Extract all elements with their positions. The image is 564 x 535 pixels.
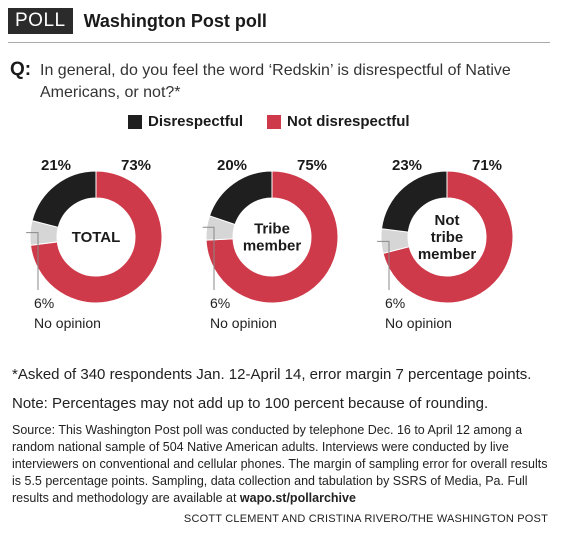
label-no-opinion-pct: 6% [34,295,54,311]
label-no-opinion-text: No opinion [385,315,452,331]
leader-no-opinion [202,226,215,290]
source-body: Source: This Washington Post poll was co… [12,423,548,505]
label-not-disrespectful-pct: 71% [472,157,502,174]
label-disrespectful-pct: 23% [392,157,422,174]
leader-no-opinion [26,232,39,290]
legend-label-not-disrespectful: Not disrespectful [287,113,410,130]
credit-line: SCOTT CLEMENT AND CRISTINA RIVERO/THE WA… [183,513,548,525]
slice-not-disrespectful [29,170,163,304]
slice-not-disrespectful [382,170,514,304]
slice-disrespectful [31,170,97,228]
label-disrespectful-pct: 21% [41,157,71,174]
source-link[interactable]: wapo.st/pollarchive [239,491,356,505]
legend-swatch-disrespectful [128,114,142,129]
label-not-disrespectful-pct: 75% [297,157,327,174]
question-text: In general, do you feel the word ‘Redski… [40,62,511,101]
legend: Disrespectful Not disrespectful [128,113,434,130]
label-no-opinion-pct: 6% [210,295,230,311]
donut-center-label: Not tribe member [418,212,477,263]
page-title: Washington Post poll [83,10,267,31]
donut-charts: 21% 73% 6% No opinion TOTAL 20% 75% 6% No opinio… [26,157,514,331]
header-divider [8,42,550,43]
donut-center-label: TOTAL [72,229,121,246]
source-text: Source: This Washington Post poll was co… [12,422,552,507]
leader-no-opinion [377,240,390,290]
legend-item-not-disrespectful: Not disrespectful [267,113,410,130]
question-marker: Q: [10,59,32,80]
poll-badge: POLL [8,8,73,34]
header: POLL Washington Post poll [8,8,267,34]
note-rounding: Note: Percentages may not add up to 100 … [12,395,489,412]
donut-center-label: Tribe member [243,221,302,255]
label-no-opinion-pct: 6% [385,295,405,311]
note-asked: *Asked of 340 respondents Jan. 12-April … [12,366,532,383]
legend-label-disrespectful: Disrespectful [148,113,244,130]
label-no-opinion-text: No opinion [34,315,101,331]
slice-not-disrespectful [205,170,339,304]
label-disrespectful-pct: 20% [217,157,247,174]
legend-item-disrespectful: Disrespectful [128,113,243,130]
label-not-disrespectful-pct: 73% [121,157,151,174]
legend-swatch-not-disrespectful [267,114,282,129]
label-no-opinion-text: No opinion [210,315,277,331]
slice-disrespectful [380,170,448,233]
slice-disrespectful [208,170,273,226]
